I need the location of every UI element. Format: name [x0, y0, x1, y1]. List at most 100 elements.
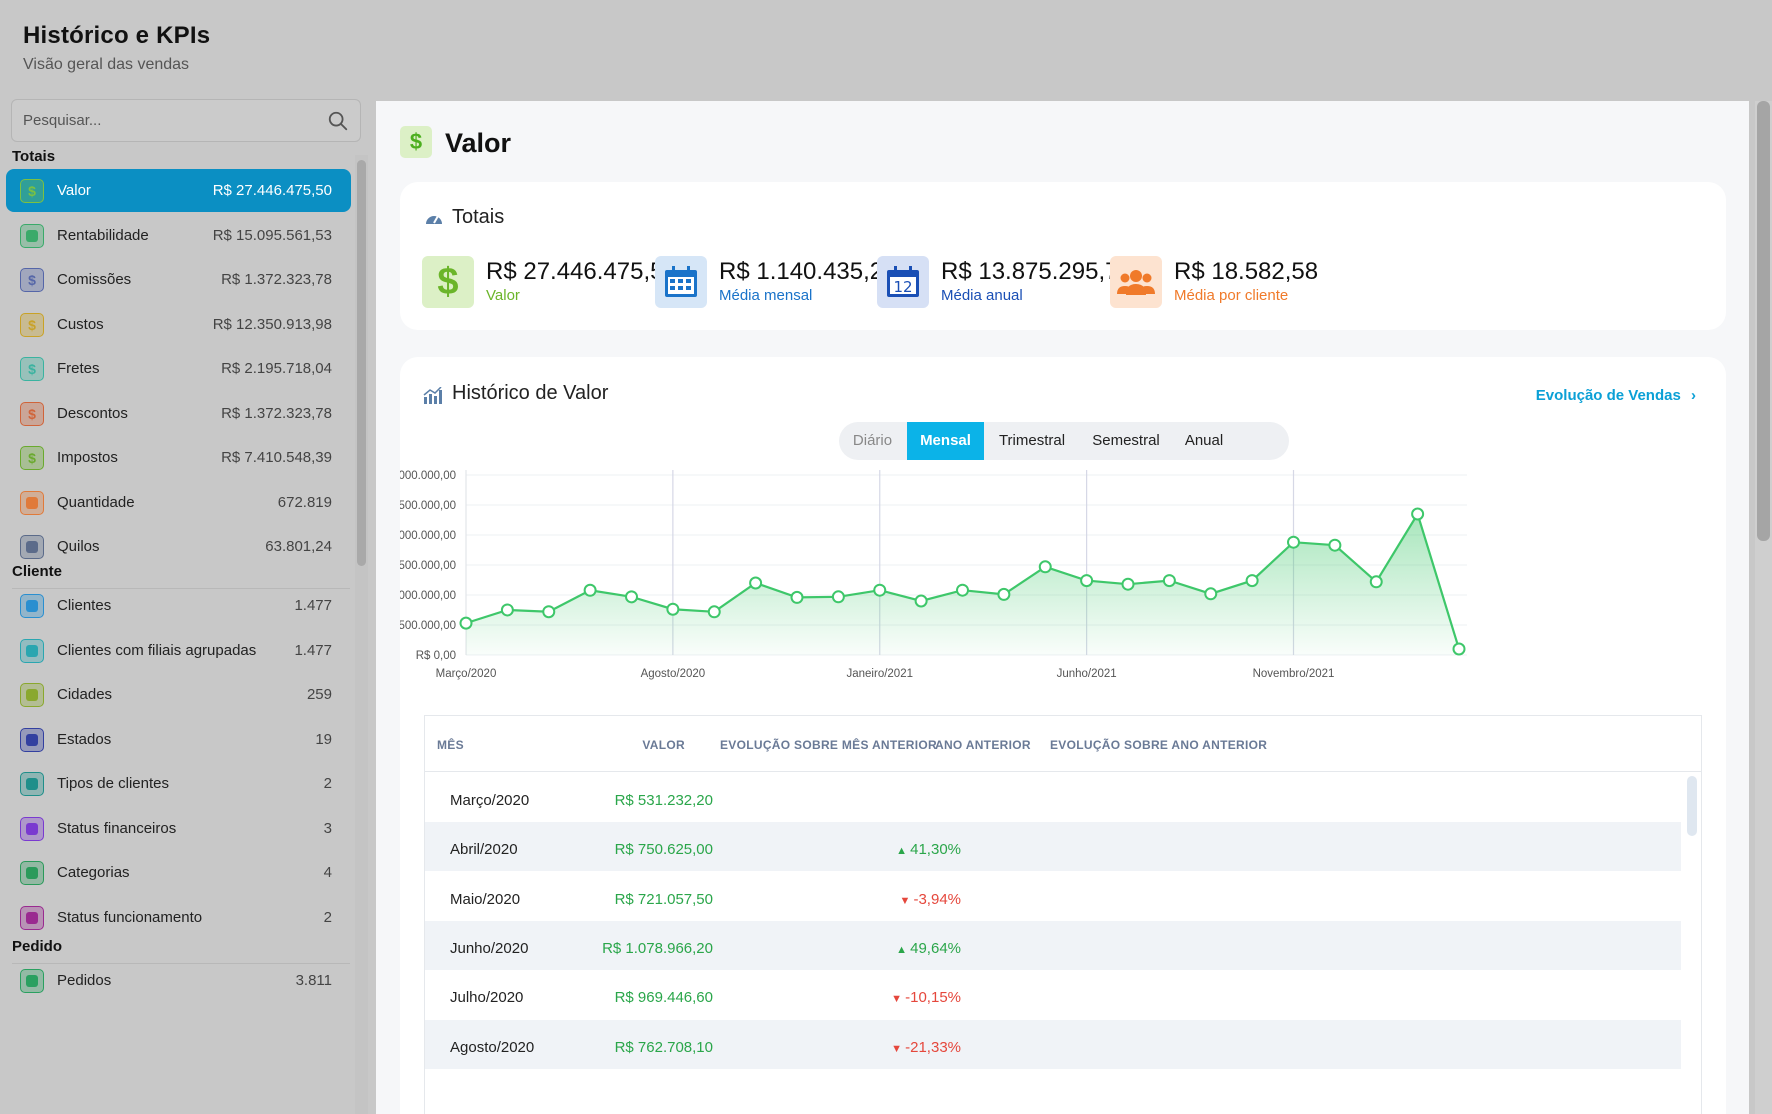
- sidebar-item-fretes[interactable]: $ Fretes R$ 2.195.718,04: [6, 347, 351, 390]
- sidebar-item-value: R$ 1.372.323,78: [221, 271, 332, 288]
- sidebar-item-value: 259: [306, 686, 332, 703]
- data-point: [749, 576, 763, 590]
- user-circle-icon: [20, 861, 44, 885]
- cell-evolution: ▼ -3,94%: [900, 891, 961, 908]
- sidebar-item-quilos[interactable]: Quilos 63.801,24: [6, 525, 351, 568]
- column-header-evolucao-sobre-ano-anterior[interactable]: EVOLUÇÃO SOBRE ANO ANTERIOR: [1050, 738, 1268, 752]
- tab-trimestral[interactable]: Trimestral: [998, 432, 1066, 449]
- data-point: [459, 616, 473, 630]
- sidebar-item-value: R$ 15.095.561,53: [212, 226, 332, 244]
- dollar-icon: $: [400, 126, 432, 158]
- cell-evolution: ▲ 41,30%: [896, 841, 961, 858]
- data-point: [500, 603, 514, 617]
- column-header-valor[interactable]: VALOR: [642, 738, 685, 752]
- search-icon[interactable]: [327, 110, 349, 132]
- sidebar-item-value: R$ 2.195.718,04: [221, 360, 332, 377]
- kpi-label: Média anual: [941, 287, 1023, 304]
- tab-mensal[interactable]: Mensal: [907, 422, 984, 460]
- cell-value: R$ 969.446,60: [614, 989, 713, 1007]
- sidebar-item-estados[interactable]: Estados 19: [6, 718, 351, 761]
- data-point: [997, 587, 1011, 601]
- table-row[interactable]: Junho/2020 R$ 1.078.966,20 ▲ 49,64%: [425, 920, 1681, 970]
- data-point: [1369, 575, 1383, 589]
- money-stack-icon: [20, 223, 44, 248]
- sidebar-item-label: Descontos: [57, 404, 128, 422]
- table-row[interactable]: Maio/2020 R$ 721.057,50 ▼ -3,94%: [425, 872, 1681, 921]
- table-scrollbar[interactable]: [1687, 776, 1697, 836]
- sidebar-item-clientes-com-filiais-agrupadas[interactable]: Clientes com filiais agrupadas 1.477: [6, 629, 351, 672]
- weight-icon: [20, 535, 44, 559]
- data-point: [583, 583, 597, 597]
- sidebar-item-label: Valor: [57, 182, 91, 199]
- dollar-circle-icon: $: [20, 268, 44, 292]
- chevron-right-icon: ›: [1691, 387, 1696, 404]
- table-row[interactable]: Abril/2020 R$ 750.625,00 ▲ 41,30%: [425, 822, 1681, 872]
- sidebar-item-custos[interactable]: $ Custos R$ 12.350.913,98: [6, 303, 351, 346]
- search-input[interactable]: Pesquisar...: [11, 99, 361, 142]
- cell-month: Maio/2020: [450, 890, 521, 908]
- sidebar-item-clientes[interactable]: Clientes 1.477: [6, 584, 351, 627]
- sidebar-scrollbar[interactable]: [357, 160, 366, 566]
- sidebar-item-value: 672.819: [277, 493, 332, 511]
- tab-semestral[interactable]: Semestral: [1092, 432, 1160, 449]
- cell-evolution: ▼ -21,33%: [891, 1039, 961, 1056]
- sidebar-item-descontos[interactable]: $ Descontos R$ 1.372.323,78: [6, 392, 351, 435]
- column-header-ano-anterior[interactable]: ANO ANTERIOR: [935, 738, 1031, 752]
- icon-glyph: [26, 778, 38, 790]
- column-header-evolucao-sobre-mes-anterior[interactable]: EVOLUÇÃO SOBRE MÊS ANTERIOR: [720, 738, 938, 752]
- sidebar-item-label: Impostos: [57, 449, 118, 466]
- user-circle-icon: [20, 905, 44, 930]
- table-row[interactable]: Agosto/2020 R$ 762.708,10 ▼ -21,33%: [425, 1019, 1681, 1069]
- data-point: [873, 583, 887, 597]
- table-header: MÊS VALOR EVOLUÇÃO SOBRE MÊS ANTERIOR ANO A…: [425, 716, 1701, 772]
- sidebar-item-value: 63.801,24: [265, 538, 332, 555]
- sidebar-item-value: 3: [323, 819, 332, 837]
- icon-glyph: [26, 911, 38, 924]
- sidebar-item-status-funcionamento[interactable]: Status funcionamento 2: [6, 896, 351, 939]
- area-fill: [466, 514, 1459, 655]
- dollar-icon: $: [422, 256, 474, 308]
- kpi-value: R$ 27.446.475,50: [486, 258, 677, 285]
- sidebar-item-label: Cidades: [57, 686, 113, 703]
- x-tick-label: Novembro/2021: [1253, 668, 1335, 680]
- sidebar-item-impostos[interactable]: $ Impostos R$ 7.410.548,39: [6, 436, 351, 479]
- icon-glyph: [26, 644, 38, 657]
- cell-month: Abril/2020: [450, 841, 518, 859]
- cell-evolution: ▲ 49,64%: [896, 940, 961, 957]
- table-row[interactable]: Julho/2020 R$ 969.446,60 ▼ -10,15%: [425, 970, 1681, 1019]
- kpi-label: Média mensal: [719, 287, 813, 304]
- column-header-mes[interactable]: MÊS: [437, 738, 464, 752]
- cell-evolution-value: -21,33%: [905, 1038, 961, 1056]
- sidebar-item-label: Custos: [57, 315, 104, 333]
- section-title-totais: Totais: [12, 148, 56, 165]
- sidebar-item-label: Quantidade: [57, 493, 135, 511]
- sidebar-item-label: Rentabilidade: [57, 226, 149, 244]
- tab-anual[interactable]: Anual: [1184, 432, 1224, 449]
- icon-glyph: [26, 733, 38, 746]
- sidebar-item-tipos-de-clientes[interactable]: Tipos de clientes 2: [6, 762, 351, 805]
- sidebar-item-categorias[interactable]: Categorias 4: [6, 851, 351, 894]
- evolucao-vendas-link[interactable]: Evolução de Vendas ›: [1536, 387, 1696, 404]
- arrow-up-icon: ▲: [896, 845, 911, 858]
- historico-title: Histórico de Valor: [452, 382, 609, 404]
- data-point: [1204, 587, 1218, 601]
- sidebar-item-rentabilidade[interactable]: Rentabilidade R$ 15.095.561,53: [6, 214, 351, 257]
- sidebar-item-comissoes[interactable]: $ Comissões R$ 1.372.323,78: [6, 258, 351, 301]
- sidebar-item-quantidade[interactable]: Quantidade 672.819: [6, 481, 351, 524]
- table-row[interactable]: Março/2020 R$ 531.232,20: [425, 773, 1681, 822]
- bar-chart-icon: [423, 387, 442, 404]
- dollar-icon: $: [20, 179, 44, 203]
- sidebar-item-pedidos[interactable]: Pedidos 3.811: [6, 959, 351, 1002]
- dollar-circle-icon: $: [20, 312, 44, 337]
- cell-month: Julho/2020: [450, 989, 524, 1007]
- sidebar-item-cidades[interactable]: Cidades 259: [6, 673, 351, 716]
- sidebar-item-status-financeiros[interactable]: Status financeiros 3: [6, 807, 351, 850]
- main-scrollbar[interactable]: [1757, 101, 1770, 541]
- sidebar-item-label: Estados: [57, 730, 112, 748]
- data-point: [1121, 577, 1135, 591]
- cell-value: R$ 1.078.966,20: [602, 939, 713, 957]
- cell-month: Março/2020: [450, 792, 530, 809]
- cell-value: R$ 721.057,50: [614, 890, 713, 908]
- sidebar-item-valor[interactable]: $ Valor R$ 27.446.475,50: [6, 169, 351, 212]
- data-point: [831, 590, 845, 604]
